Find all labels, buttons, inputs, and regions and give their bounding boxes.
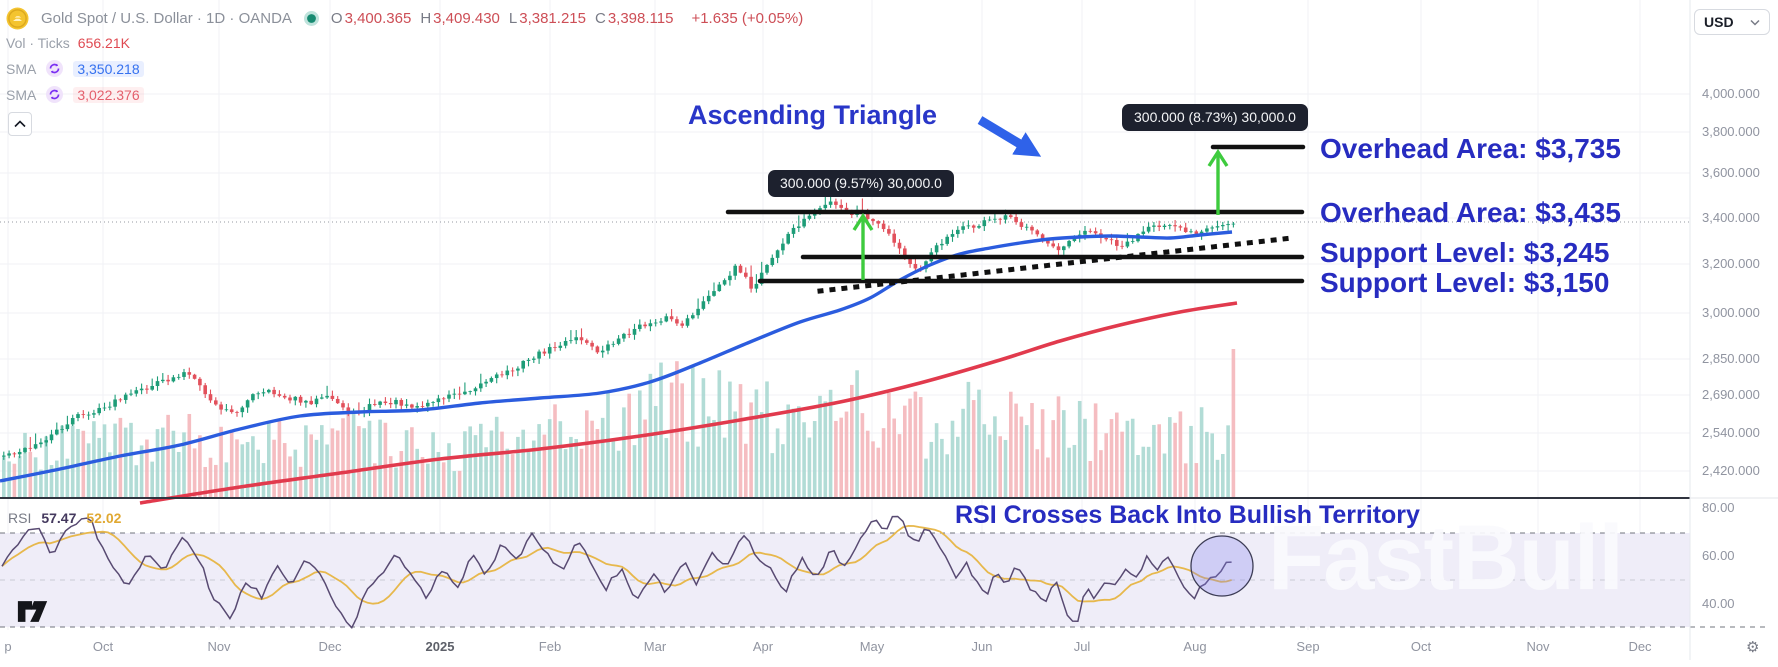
- ohlc-value: 3,398.115: [607, 10, 674, 27]
- volume-series: [2, 349, 1236, 497]
- ohlc-value: 3,409.430: [433, 10, 500, 27]
- price-axis-tick: 2,690.000: [1702, 387, 1760, 402]
- time-axis-label: p: [4, 639, 12, 654]
- time-axis-label: Apr: [752, 639, 774, 654]
- gold-coin-icon: [6, 7, 29, 30]
- time-axis-label: Jun: [971, 639, 993, 654]
- ascending-triangle-label: Ascending Triangle: [688, 100, 938, 130]
- symbol-header: Gold Spot / U.S. Dollar · 1D · OANDA O 3,…: [6, 7, 803, 30]
- overhead-area-3435-label: Overhead Area: $3,435: [1320, 197, 1621, 228]
- rsi-highlight-circle: [1190, 535, 1254, 597]
- rsi-axis-tick: 80.00: [1702, 500, 1735, 515]
- price-axis-tick: 3,400.000: [1702, 210, 1760, 225]
- ohlc-values: O 3,400.365 H 3,409.430 L 3,381.215 C 3,398.115: [331, 10, 674, 27]
- ohlc-letter: H: [420, 10, 432, 27]
- sync-arrows-icon[interactable]: [46, 60, 64, 77]
- time-axis-label: Nov: [207, 639, 231, 654]
- time-axis-label: Dec: [1628, 639, 1652, 654]
- time-axis-label: Dec: [318, 639, 342, 654]
- time-axis-label: Sep: [1296, 639, 1320, 654]
- time-axis-label: Mar: [643, 639, 667, 654]
- green-arrow-2: [1207, 148, 1229, 215]
- ohlc-value: 3,381.215: [519, 10, 586, 27]
- sma-slow-row[interactable]: SMA 3,022.376: [6, 86, 144, 103]
- collapse-panel-button[interactable]: [8, 112, 32, 136]
- ohlc-letter: C: [594, 10, 606, 27]
- price-axis-tick: 4,000.000: [1702, 86, 1760, 101]
- sma-fast-row[interactable]: SMA 3,350.218: [6, 60, 144, 77]
- sma-slow-line: [139, 301, 1238, 505]
- ohlc-value: 3,400.365: [344, 10, 412, 27]
- time-axis-label: Jul: [1073, 639, 1091, 654]
- sma-fast-line: [0, 230, 1233, 483]
- rsi-label: RSI: [8, 510, 32, 526]
- currency-label: USD: [1704, 14, 1734, 30]
- time-axis-label: 2025: [425, 639, 455, 654]
- sma-fast-label: SMA: [6, 60, 37, 77]
- rsi-value: 57.47: [41, 510, 77, 526]
- sma-slow-label: SMA: [6, 86, 37, 103]
- measure-tooltip-1: 300.000 (9.57%) 30,000.0: [768, 170, 954, 197]
- blue-annotation-arrow[interactable]: [977, 116, 1042, 157]
- sma-fast-value: 3,350.218: [73, 60, 144, 77]
- rsi-ma-line: [1, 524, 1232, 605]
- sync-arrows-icon[interactable]: [46, 86, 64, 103]
- rsi-axis-tick: 40.00: [1702, 596, 1735, 611]
- rsi-axis-tick: 60.00: [1702, 548, 1735, 563]
- rsi-ma-value: 52.02: [86, 510, 122, 526]
- time-axis-label: Nov: [1526, 639, 1550, 654]
- support-level-3245-label: Support Level: $3,245: [1320, 237, 1610, 268]
- price-axis-tick: 3,800.000: [1702, 124, 1760, 139]
- rsi-line: [1, 515, 1232, 630]
- market-status-icon[interactable]: [303, 11, 319, 26]
- measure-tooltip-2: 300.000 (8.73%) 30,000.0: [1122, 104, 1308, 131]
- price-axis-tick: 2,420.000: [1702, 463, 1760, 478]
- volume-row[interactable]: Vol · Ticks 656.21K: [6, 35, 130, 51]
- rsi-legend-row[interactable]: RSI 57.47 52.02: [8, 510, 121, 526]
- chevron-down-icon: [1750, 19, 1760, 26]
- time-axis-label: Aug: [1183, 639, 1207, 654]
- price-axis-tick: 2,850.000: [1702, 351, 1760, 366]
- price-axis-tick: 3,600.000: [1702, 165, 1760, 180]
- price-axis-tick: 3,200.000: [1702, 256, 1760, 271]
- volume-value: 656.21K: [77, 35, 130, 51]
- currency-selector-button[interactable]: USD: [1694, 9, 1770, 35]
- symbol-title[interactable]: Gold Spot / U.S. Dollar · 1D · OANDA: [41, 10, 292, 27]
- ohlc-letter: L: [508, 10, 518, 27]
- settings-gear-icon[interactable]: ⚙: [1746, 639, 1760, 656]
- green-arrow-1: [852, 212, 874, 280]
- support-level-3150-label: Support Level: $3,150: [1320, 267, 1610, 298]
- tradingview-logo[interactable]: [16, 598, 50, 625]
- volume-label: Vol · Ticks: [6, 35, 70, 51]
- price-axis-tick: 2,540.000: [1702, 425, 1760, 440]
- chevron-up-icon: [14, 120, 26, 128]
- candle-series: [2, 195, 1236, 460]
- time-axis-label: Feb: [538, 639, 562, 654]
- ohlc-letter: O: [330, 10, 343, 27]
- time-axis-label: Oct: [1410, 639, 1432, 654]
- time-axis-label: Oct: [92, 639, 114, 654]
- overhead-area-3735-label: Overhead Area: $3,735: [1320, 133, 1621, 164]
- time-axis-label: May: [859, 639, 885, 654]
- ascending-trendline[interactable]: [817, 235, 1295, 294]
- sma-slow-value: 3,022.376: [73, 86, 144, 103]
- price-axis-tick: 3,000.000: [1702, 305, 1760, 320]
- rsi-note-label: RSI Crosses Back Into Bullish Territory: [955, 501, 1420, 529]
- price-change: +1.635 (+0.05%): [691, 10, 804, 27]
- fastbull-watermark: FastBull: [1268, 507, 1624, 609]
